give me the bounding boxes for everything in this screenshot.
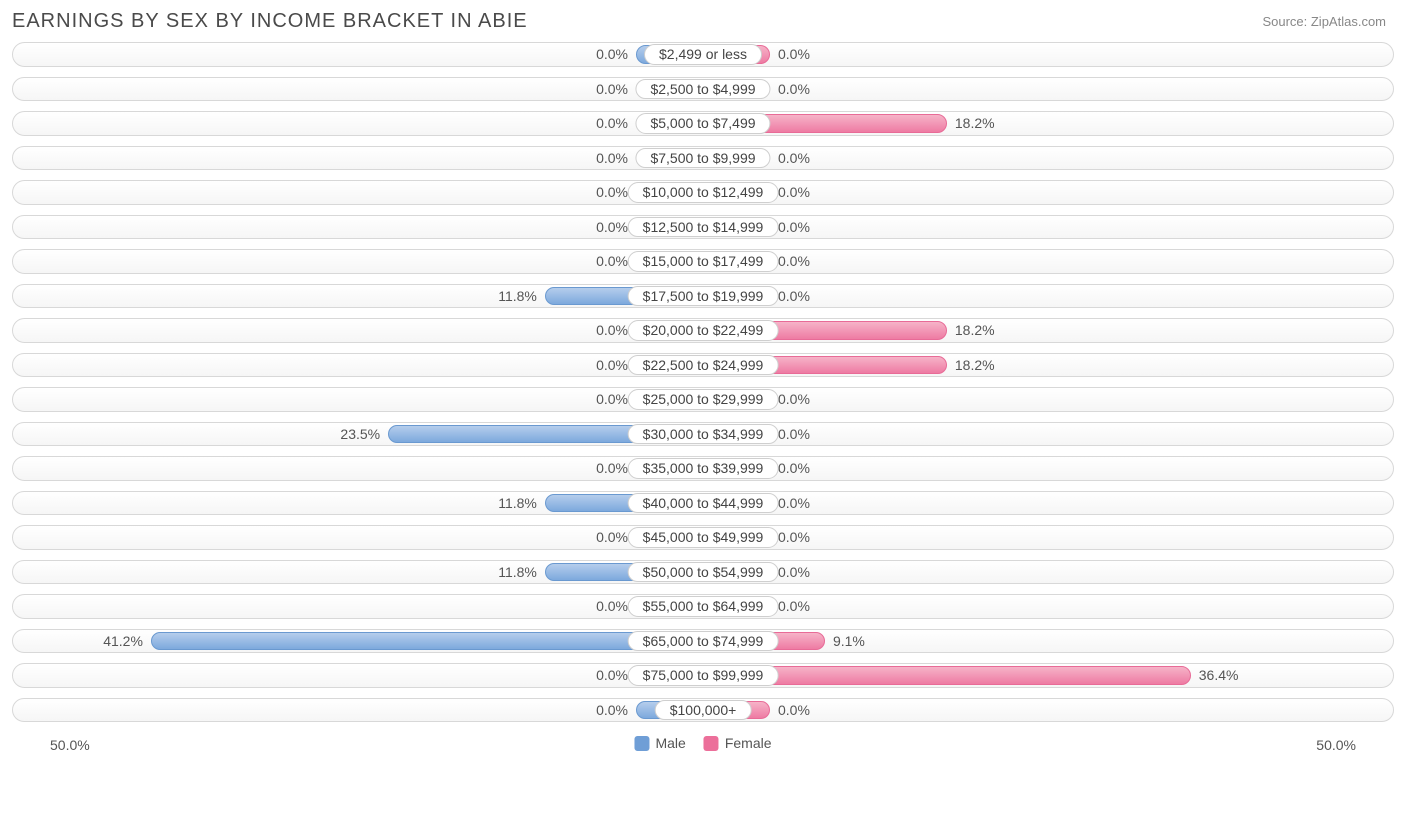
- female-value-label: 18.2%: [955, 115, 995, 131]
- legend-label-male: Male: [655, 735, 685, 751]
- legend: Male Female: [634, 735, 771, 751]
- female-value-label: 18.2%: [955, 322, 995, 338]
- female-value-label: 0.0%: [778, 219, 810, 235]
- female-value-label: 0.0%: [778, 184, 810, 200]
- chart-row: 41.2% 9.1% $65,000 to $74,999: [12, 624, 1394, 659]
- male-value-label: 11.8%: [498, 564, 537, 580]
- female-value-label: 18.2%: [955, 357, 995, 373]
- category-label: $2,499 or less: [644, 44, 762, 65]
- chart-row: 0.0% 0.0%$25,000 to $29,999: [12, 382, 1394, 417]
- chart-footer: 50.0% 50.0% Male Female: [12, 731, 1394, 761]
- female-value-label: 0.0%: [778, 702, 810, 718]
- category-label: $65,000 to $74,999: [628, 631, 779, 652]
- female-value-label: 0.0%: [778, 598, 810, 614]
- male-value-label: 23.5%: [340, 426, 380, 442]
- female-swatch-icon: [704, 736, 719, 751]
- male-value-label: 11.8%: [498, 288, 537, 304]
- category-label: $22,500 to $24,999: [628, 355, 779, 376]
- axis-label-left: 50.0%: [50, 737, 90, 753]
- chart-row: 0.0% 0.0% $100,000+: [12, 693, 1394, 728]
- chart-row: 0.0% 36.4% $75,000 to $99,999: [12, 658, 1394, 693]
- legend-item-female: Female: [704, 735, 772, 751]
- source-attribution: Source: ZipAtlas.com: [1262, 14, 1386, 29]
- chart-row: 0.0% 0.0%$35,000 to $39,999: [12, 451, 1394, 486]
- male-value-label: 0.0%: [596, 357, 628, 373]
- category-label: $50,000 to $54,999: [628, 562, 779, 583]
- category-label: $30,000 to $34,999: [628, 424, 779, 445]
- female-value-label: 0.0%: [778, 253, 810, 269]
- male-value-label: 0.0%: [596, 391, 628, 407]
- category-label: $10,000 to $12,499: [628, 182, 779, 203]
- category-label: $7,500 to $9,999: [635, 148, 770, 169]
- chart-row: 0.0% 18.2% $5,000 to $7,499: [12, 106, 1394, 141]
- chart-row: 0.0% 0.0%$10,000 to $12,499: [12, 175, 1394, 210]
- male-bar: [151, 632, 703, 651]
- male-swatch-icon: [634, 736, 649, 751]
- chart-row: 0.0% 0.0%$45,000 to $49,999: [12, 520, 1394, 555]
- chart-row: 0.0% 0.0%$15,000 to $17,499: [12, 244, 1394, 279]
- male-value-label: 0.0%: [596, 253, 628, 269]
- category-label: $55,000 to $64,999: [628, 596, 779, 617]
- chart-row: 0.0% 0.0% $2,500 to $4,999: [12, 72, 1394, 107]
- female-value-label: 0.0%: [778, 529, 810, 545]
- chart-row: 23.5% 0.0%$30,000 to $34,999: [12, 417, 1394, 452]
- male-value-label: 0.0%: [596, 81, 628, 97]
- male-value-label: 0.0%: [596, 219, 628, 235]
- chart-area: 0.0% 0.0% $2,499 or less 0.0% 0.0% $2,500 to …: [12, 37, 1394, 727]
- chart-row: 11.8% 0.0%$17,500 to $19,999: [12, 279, 1394, 314]
- chart-row: 0.0% 18.2% $20,000 to $22,499: [12, 313, 1394, 348]
- female-value-label: 0.0%: [778, 564, 810, 580]
- female-value-label: 9.1%: [833, 633, 865, 649]
- category-label: $100,000+: [655, 700, 752, 721]
- category-label: $15,000 to $17,499: [628, 251, 779, 272]
- female-value-label: 0.0%: [778, 495, 810, 511]
- chart-row: 0.0% 0.0% $2,499 or less: [12, 37, 1394, 72]
- chart-row: 0.0% 18.2% $22,500 to $24,999: [12, 348, 1394, 383]
- male-value-label: 0.0%: [596, 598, 628, 614]
- category-label: $40,000 to $44,999: [628, 493, 779, 514]
- male-value-label: 0.0%: [596, 702, 628, 718]
- female-value-label: 0.0%: [778, 460, 810, 476]
- female-value-label: 0.0%: [778, 150, 810, 166]
- male-value-label: 0.0%: [596, 460, 628, 476]
- female-value-label: 0.0%: [778, 391, 810, 407]
- chart-row: 0.0% 0.0% $7,500 to $9,999: [12, 141, 1394, 176]
- female-value-label: 0.0%: [778, 426, 810, 442]
- chart-row: 11.8% 0.0%$50,000 to $54,999: [12, 555, 1394, 590]
- male-value-label: 41.2%: [103, 633, 143, 649]
- male-value-label: 11.8%: [498, 495, 537, 511]
- male-value-label: 0.0%: [596, 529, 628, 545]
- male-value-label: 0.0%: [596, 184, 628, 200]
- chart-row: 11.8% 0.0%$40,000 to $44,999: [12, 486, 1394, 521]
- legend-item-male: Male: [634, 735, 685, 751]
- female-value-label: 0.0%: [778, 81, 810, 97]
- category-label: $17,500 to $19,999: [628, 286, 779, 307]
- female-value-label: 0.0%: [778, 46, 810, 62]
- chart-row: 0.0% 0.0%$12,500 to $14,999: [12, 210, 1394, 245]
- category-label: $75,000 to $99,999: [628, 665, 779, 686]
- category-label: $20,000 to $22,499: [628, 320, 779, 341]
- female-value-label: 0.0%: [778, 288, 810, 304]
- axis-label-right: 50.0%: [1316, 737, 1356, 753]
- category-label: $45,000 to $49,999: [628, 527, 779, 548]
- male-value-label: 0.0%: [596, 115, 628, 131]
- chart-row: 0.0% 0.0%$55,000 to $64,999: [12, 589, 1394, 624]
- male-value-label: 0.0%: [596, 667, 628, 683]
- category-label: $25,000 to $29,999: [628, 389, 779, 410]
- male-value-label: 0.0%: [596, 46, 628, 62]
- category-label: $2,500 to $4,999: [635, 79, 770, 100]
- male-value-label: 0.0%: [596, 322, 628, 338]
- female-value-label: 36.4%: [1199, 667, 1239, 683]
- male-value-label: 0.0%: [596, 150, 628, 166]
- category-label: $12,500 to $14,999: [628, 217, 779, 238]
- legend-label-female: Female: [725, 735, 772, 751]
- category-label: $35,000 to $39,999: [628, 458, 779, 479]
- chart-title: EARNINGS BY SEX BY INCOME BRACKET IN ABI…: [12, 10, 1394, 33]
- category-label: $5,000 to $7,499: [635, 113, 770, 134]
